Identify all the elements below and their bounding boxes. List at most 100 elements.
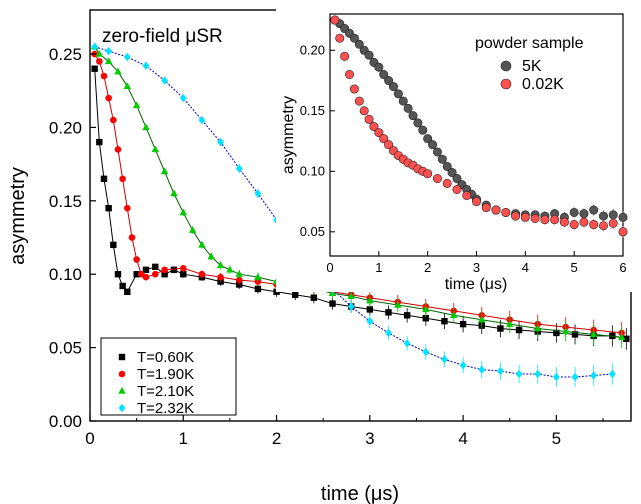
main-data-point (96, 138, 103, 146)
main-data-point (91, 65, 98, 72)
main-data-point (422, 347, 430, 357)
inset-data-point (442, 178, 452, 188)
inset-y-tick-label: 0.20 (300, 42, 325, 57)
inset-data-point (598, 211, 608, 221)
main-data-point (133, 271, 140, 278)
main-data-point (589, 330, 598, 338)
inset-data-point (330, 15, 340, 25)
main-data-point (553, 329, 560, 337)
inset-data-point (589, 220, 599, 230)
inset-x-axis-label: time (μs) (445, 276, 508, 293)
main-y-axis-label: asymmetry (7, 167, 29, 265)
inset-legend-label: 5K (522, 58, 542, 75)
inset-data-point (423, 134, 433, 144)
main-data-point (422, 315, 429, 322)
main-data-point (95, 49, 104, 57)
inset-legend-label: 0.02K (522, 76, 564, 93)
main-legend-label: T=1.90K (137, 366, 194, 383)
main-data-point (497, 325, 504, 332)
main-data-point (104, 57, 113, 65)
main-data-point (110, 241, 117, 249)
inset-legend-marker (500, 78, 512, 90)
main-data-point (179, 208, 188, 216)
main-data-point (623, 335, 630, 342)
inset-data-point (618, 212, 628, 222)
inset-y-axis-label: asymmetry (280, 96, 297, 174)
inset-data-point (393, 89, 403, 99)
main-data-point (254, 189, 262, 198)
main-series-layer (90, 42, 630, 388)
main-y-tick-label: 0.15 (49, 192, 82, 211)
main-data-point (459, 360, 467, 370)
inset-data-point (354, 96, 364, 106)
main-data-point (617, 333, 626, 341)
main-data-point (422, 305, 430, 313)
main-data-point (151, 270, 159, 278)
main-legend-marker (118, 353, 126, 361)
inset-data-point (462, 191, 472, 201)
main-data-point (161, 76, 169, 85)
main-data-point (198, 115, 206, 125)
main-data-point (385, 328, 392, 338)
main-data-point (142, 123, 150, 131)
main-data-point (441, 317, 448, 325)
inset-x-tick-label: 6 (619, 260, 626, 275)
main-data-point (254, 273, 262, 280)
main-data-point (394, 300, 402, 308)
inset-data-point (384, 76, 394, 86)
main-data-point (366, 316, 374, 326)
inset-data-point (335, 33, 345, 43)
main-data-point (119, 282, 126, 290)
inset-data-point (369, 122, 379, 132)
main-data-point (217, 278, 224, 285)
main-fit-curve (94, 53, 622, 334)
inset-data-point (359, 106, 369, 116)
main-data-point (188, 226, 197, 233)
main-data-point (552, 372, 560, 382)
inset-data-point (447, 168, 457, 178)
main-data-point (478, 315, 486, 323)
main-data-point (533, 324, 542, 332)
main-legend-marker (118, 386, 126, 394)
inset-data-point (364, 50, 374, 60)
inset-ticks-layer: 0 1 2 3 4 5 6 0.05 0.10 0.15 0.20 (300, 42, 627, 275)
inset-data-point (345, 70, 355, 80)
main-data-point (254, 285, 262, 293)
main-y-tick-label: 0.20 (49, 118, 82, 137)
main-data-point (403, 338, 411, 348)
main-data-point (142, 273, 150, 281)
main-plot: 0 1 2 3 4 5 0.00 0.05 0.10 0.15 0.20 0.25 zero-fiel… (7, 9, 632, 504)
main-data-point (119, 175, 126, 183)
main-x-tick-label: 0 (85, 429, 94, 448)
main-data-point (180, 271, 187, 278)
main-data-point (347, 302, 355, 311)
inset-data-point (511, 211, 521, 221)
inset-data-point (349, 33, 359, 43)
inset-data-point (452, 184, 462, 194)
main-data-point (561, 327, 570, 335)
main-data-point (110, 116, 117, 124)
main-data-point (235, 164, 243, 173)
inset-data-point (579, 209, 589, 219)
main-data-point (124, 204, 131, 212)
main-data-point (226, 265, 234, 273)
main-data-point (216, 261, 225, 269)
inset-data-point (374, 62, 384, 72)
inset-data-point (559, 217, 569, 227)
main-x-tick-label: 1 (179, 429, 188, 448)
main-data-point (105, 204, 112, 212)
inset-x-tick-label: 0 (326, 260, 333, 275)
inset-y-tick-label: 0.10 (300, 163, 325, 178)
main-data-point (100, 175, 108, 183)
main-data-point (179, 93, 187, 103)
main-data-point (96, 58, 103, 65)
main-data-point (292, 291, 299, 298)
main-ticks-layer: 0 1 2 3 4 5 0.00 0.05 0.10 0.15 0.20 0.25 (49, 45, 604, 448)
inset-data-point (530, 213, 540, 223)
main-data-point (152, 263, 159, 271)
main-data-point (160, 167, 169, 175)
inset-data-point (349, 84, 359, 94)
main-data-point (329, 300, 336, 307)
main-data-point (450, 311, 458, 319)
